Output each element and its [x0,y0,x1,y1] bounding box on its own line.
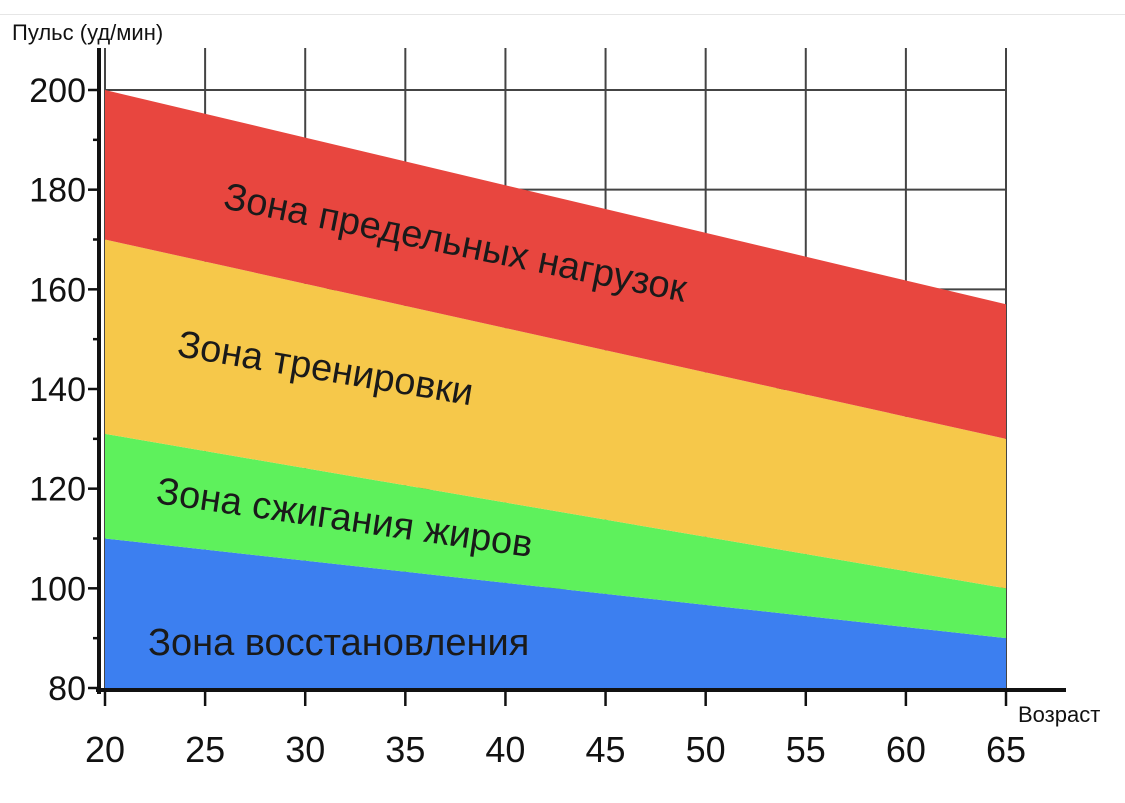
x-tick-label: 45 [586,729,626,770]
x-tick-label: 40 [485,729,525,770]
x-tick-label: 35 [385,729,425,770]
zone-band-3 [105,239,1006,589]
y-tick-label: 140 [29,371,86,409]
zone-band-4 [105,90,1006,439]
x-tick-label: 25 [185,729,225,770]
x-tick-label: 20 [85,729,125,770]
x-tick-label: 50 [686,729,726,770]
x-axis-title: Возраст [1018,702,1100,727]
x-tick-label: 30 [285,729,325,770]
y-tick-label: 180 [29,172,86,210]
x-tick-label: 60 [886,729,926,770]
x-tick-label: 55 [786,729,826,770]
zone-label-1: Зона восстановления [148,622,529,664]
x-tick-label: 65 [986,729,1026,770]
zones [105,90,1006,688]
axes [88,48,1066,706]
y-tick-label: 80 [48,670,86,708]
top-divider [0,14,1125,15]
ticks: 80 100 120 140 160 180 200 20 25 30 35 40 45 50 55 60 65 [29,72,1026,770]
y-tick-label: 120 [29,471,86,509]
y-tick-label: 100 [29,570,86,608]
y-tick-label: 200 [29,72,86,110]
zone-band-1 [105,538,1006,688]
zone-band-2 [105,433,1006,639]
y-tick-label: 160 [29,271,86,309]
y-axis-title: Пульс (уд/мин) [12,20,163,45]
